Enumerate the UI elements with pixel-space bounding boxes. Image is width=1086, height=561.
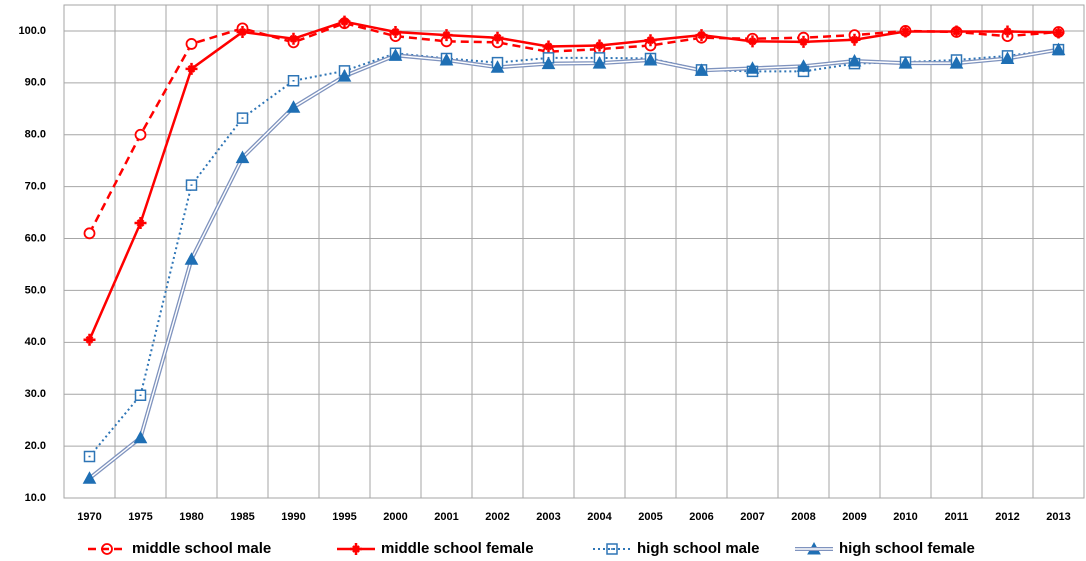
x-tick-label: 1995 xyxy=(332,511,356,523)
marker xyxy=(542,40,555,53)
marker xyxy=(337,69,352,82)
x-tick-label: 2008 xyxy=(791,511,815,523)
x-tick-label: 1980 xyxy=(179,511,203,523)
marker xyxy=(1001,25,1014,38)
marker xyxy=(440,29,453,42)
legend-label: middle school male xyxy=(132,540,271,557)
marker xyxy=(287,75,300,87)
marker xyxy=(899,25,912,38)
marker xyxy=(1052,26,1065,39)
marker xyxy=(1051,42,1066,56)
marker xyxy=(694,63,709,76)
y-tick-label: 50.0 xyxy=(25,284,46,296)
y-tick-label: 10.0 xyxy=(25,492,46,504)
marker xyxy=(606,543,618,555)
marker xyxy=(235,150,250,164)
marker xyxy=(746,35,759,48)
x-tick-label: 2003 xyxy=(536,511,560,523)
series-line xyxy=(88,20,1059,341)
x-tick-label: 1985 xyxy=(230,511,254,523)
series-markers xyxy=(82,42,1066,484)
marker xyxy=(236,112,249,124)
y-tick-label: 90.0 xyxy=(25,77,46,89)
y-tick-label: 40.0 xyxy=(25,336,46,348)
marker xyxy=(236,25,249,38)
marker xyxy=(490,60,505,73)
marker xyxy=(847,54,862,67)
y-tick-label: 30.0 xyxy=(25,388,46,400)
x-tick-label: 2011 xyxy=(945,511,969,523)
x-tick-label: 2005 xyxy=(638,511,662,523)
marker xyxy=(644,34,657,47)
marker xyxy=(287,32,300,45)
legend-label: high school female xyxy=(839,540,975,557)
x-tick-label: 1975 xyxy=(128,511,152,523)
x-tick-label: 2004 xyxy=(587,511,612,523)
series-line xyxy=(88,48,1059,458)
marker xyxy=(134,216,147,229)
marker xyxy=(898,56,913,69)
y-tick-label: 80.0 xyxy=(25,129,46,141)
marker xyxy=(949,56,964,69)
marker xyxy=(134,128,147,141)
x-tick-label: 2007 xyxy=(740,511,764,523)
marker xyxy=(796,59,811,72)
y-tick-label: 20.0 xyxy=(25,440,46,452)
marker xyxy=(797,35,810,48)
x-tick-label: 2012 xyxy=(995,511,1019,523)
x-tick-label: 1990 xyxy=(281,511,305,523)
marker xyxy=(950,25,963,38)
x-tick-label: 2001 xyxy=(434,511,458,523)
marker xyxy=(338,15,351,28)
x-tick-label: 2002 xyxy=(485,511,509,523)
legend-label: high school male xyxy=(637,540,760,557)
marker xyxy=(185,62,198,75)
x-tick-label: 2013 xyxy=(1046,511,1070,523)
y-tick-label: 100.0 xyxy=(18,25,46,37)
legend-label: middle school female xyxy=(381,540,534,557)
series-line-core xyxy=(89,48,1059,479)
marker xyxy=(745,61,760,74)
marker xyxy=(593,39,606,52)
x-tick-label: 2010 xyxy=(893,511,917,523)
y-tick-label: 60.0 xyxy=(25,232,46,244)
x-tick-label: 1970 xyxy=(77,511,101,523)
marker xyxy=(185,179,198,191)
marker xyxy=(82,471,97,484)
marker xyxy=(695,29,708,42)
marker xyxy=(643,52,658,66)
marker xyxy=(83,450,96,463)
marker xyxy=(592,56,607,69)
marker xyxy=(134,389,147,401)
marker xyxy=(541,56,556,70)
marker xyxy=(1000,51,1015,64)
y-tick-label: 70.0 xyxy=(25,181,46,193)
marker xyxy=(184,252,199,265)
x-tick-label: 2000 xyxy=(383,511,407,523)
marker xyxy=(439,52,454,66)
marker xyxy=(388,48,403,61)
marker xyxy=(848,33,861,46)
series-markers xyxy=(83,15,1065,346)
legend-item xyxy=(606,543,618,555)
marker xyxy=(133,430,148,444)
marker xyxy=(286,100,301,113)
marker xyxy=(491,31,504,44)
x-tick-label: 2009 xyxy=(842,511,866,523)
marker xyxy=(185,38,198,50)
series-line xyxy=(88,21,1059,234)
marker xyxy=(389,25,402,38)
x-tick-label: 2006 xyxy=(689,511,713,523)
marker xyxy=(83,227,96,240)
marker xyxy=(83,333,96,346)
